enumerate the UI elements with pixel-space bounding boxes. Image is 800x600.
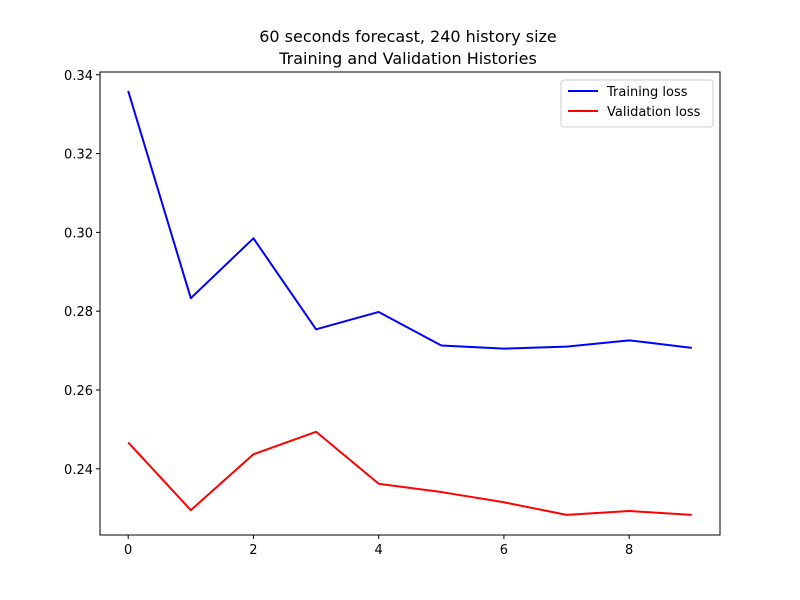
y-tick-label: 0.24 bbox=[64, 463, 93, 478]
x-tick-label: 6 bbox=[500, 543, 508, 558]
series-layer bbox=[127, 90, 692, 516]
x-tick-label: 0 bbox=[124, 543, 132, 558]
series-line-validation-loss bbox=[127, 430, 692, 516]
y-tick-label: 0.34 bbox=[64, 69, 93, 84]
y-tick-label: 0.32 bbox=[64, 148, 93, 163]
plot-area-frame bbox=[99, 71, 721, 536]
chart-subtitle: Training and Validation Histories bbox=[278, 49, 537, 68]
legend-label-training-loss: Training loss bbox=[606, 85, 688, 100]
legend-label-validation-loss: Validation loss bbox=[607, 105, 701, 120]
x-tick-label: 2 bbox=[249, 543, 257, 558]
chart-title: 60 seconds forecast, 240 history size bbox=[259, 27, 557, 46]
x-tick-label: 4 bbox=[375, 543, 383, 558]
axis-ticks: 0 2 4 6 8 0.24 0.26 0.28 0.30 0.32 0.34 bbox=[64, 69, 633, 558]
y-tick-label: 0.26 bbox=[64, 384, 93, 399]
x-tick-label: 8 bbox=[625, 543, 633, 558]
legend-box bbox=[560, 79, 714, 128]
legend: Training loss Validation loss bbox=[560, 79, 714, 128]
series-line-training-loss bbox=[127, 90, 692, 350]
y-tick-label: 0.28 bbox=[64, 305, 93, 320]
y-tick-label: 0.30 bbox=[64, 226, 93, 241]
